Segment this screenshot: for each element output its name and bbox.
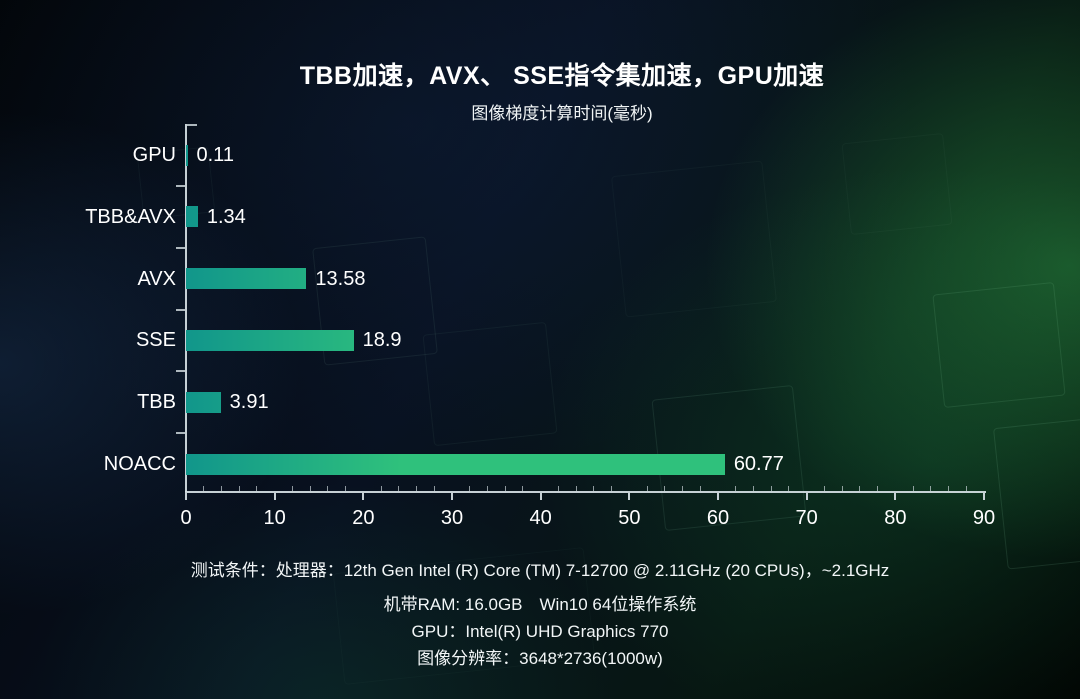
x-tick-minor xyxy=(788,486,790,491)
x-tick-minor xyxy=(646,486,648,491)
x-tick-minor xyxy=(699,486,701,491)
bar-gpu xyxy=(186,144,188,166)
y-tick-minor xyxy=(176,184,185,187)
x-tick-minor xyxy=(416,486,418,491)
footer-resolution: 图像分辨率：3648*2736(1000w) xyxy=(417,649,663,668)
footer-gpu: GPU：Intel(R) UHD Graphics 770 xyxy=(411,622,669,641)
x-tick-minor xyxy=(841,486,843,491)
x-tick-major xyxy=(717,493,719,500)
category-label-gpu: GPU xyxy=(132,144,176,166)
bar-tbb xyxy=(186,391,221,413)
x-tick-minor xyxy=(965,486,967,491)
x-tick-minor xyxy=(220,486,222,491)
x-tick-minor xyxy=(504,486,506,491)
x-tick-minor xyxy=(203,486,205,491)
x-tick-minor xyxy=(752,486,754,491)
x-tick-label: 10 xyxy=(263,507,286,529)
y-tick-minor xyxy=(176,432,185,435)
value-label-gpu: 0.11 xyxy=(196,144,234,166)
x-tick-minor xyxy=(380,486,382,491)
x-tick-major xyxy=(362,493,365,500)
value-label-noacc: 60.77 xyxy=(733,453,784,475)
y-axis xyxy=(185,124,187,492)
x-tick-minor xyxy=(256,486,258,491)
x-tick-minor xyxy=(593,486,595,491)
category-label-tbb: TBB xyxy=(137,391,176,414)
chart-subtitle: 图像梯度计算时间(毫秒) xyxy=(471,104,653,123)
x-tick-minor xyxy=(486,486,488,491)
x-tick-major xyxy=(894,493,897,500)
x-tick-major xyxy=(539,493,542,500)
category-label-noacc: NOACC xyxy=(103,453,176,475)
x-tick-minor xyxy=(912,486,914,491)
x-tick-label: 30 xyxy=(440,507,464,529)
x-tick-minor xyxy=(557,486,559,491)
x-tick-minor xyxy=(664,486,666,491)
x-tick-major xyxy=(185,493,187,500)
value-label-tbb-avx: 1.34 xyxy=(206,205,246,228)
x-tick-minor xyxy=(877,486,879,491)
x-tick-minor xyxy=(327,486,329,491)
x-tick-major xyxy=(805,493,808,500)
x-tick-major xyxy=(451,493,453,500)
x-tick-label: 60 xyxy=(706,507,730,529)
x-tick-label: 40 xyxy=(529,507,552,529)
category-label-tbb-avx: TBB&AVX xyxy=(85,205,176,228)
bar-avx xyxy=(186,268,307,290)
x-tick-minor xyxy=(522,486,524,491)
chart-title: TBB加速，AVX、 SSE指令集加速，GPU加速 xyxy=(299,62,825,90)
x-tick-minor xyxy=(238,486,240,491)
y-tick-minor xyxy=(176,246,185,249)
x-tick-major xyxy=(273,493,276,500)
x-tick-minor xyxy=(735,486,737,491)
bar-noacc xyxy=(186,453,725,475)
footer-test-conditions: 测试条件：处理器：12th Gen Intel (R) Core (TM) 7-… xyxy=(190,561,890,580)
x-tick-minor xyxy=(823,486,825,491)
value-label-avx: 13.58 xyxy=(315,267,366,290)
x-tick-minor xyxy=(575,486,577,491)
y-tick-minor xyxy=(176,308,185,311)
bar-sse xyxy=(186,329,354,351)
x-tick-minor xyxy=(309,486,311,491)
x-tick-label: 90 xyxy=(972,507,996,529)
x-tick-minor xyxy=(469,486,471,491)
y-axis-top-tick xyxy=(187,124,197,126)
x-tick-minor xyxy=(291,486,293,491)
x-tick-minor xyxy=(859,486,861,491)
x-tick-label: 50 xyxy=(618,507,641,529)
bar-tbb-avx xyxy=(186,206,198,228)
value-label-tbb: 3.91 xyxy=(229,391,269,414)
x-tick-minor xyxy=(948,486,950,491)
x-tick-label: 70 xyxy=(795,507,818,529)
x-tick-minor xyxy=(433,486,435,491)
y-tick-minor xyxy=(176,370,185,373)
category-label-avx: AVX xyxy=(137,267,176,290)
x-tick-label: 0 xyxy=(180,507,192,529)
x-tick-major xyxy=(983,493,985,500)
footer-ram-os: 机带RAM: 16.0GB Win10 64位操作系统 xyxy=(383,595,697,614)
x-tick-minor xyxy=(682,486,684,491)
x-tick-label: 80 xyxy=(884,507,907,529)
category-label-sse: SSE xyxy=(135,329,176,352)
x-axis xyxy=(185,491,986,493)
x-tick-minor xyxy=(930,486,932,491)
x-tick-minor xyxy=(398,486,400,491)
x-tick-label: 20 xyxy=(352,507,375,529)
x-tick-major xyxy=(628,493,631,500)
x-tick-minor xyxy=(345,486,347,491)
x-tick-minor xyxy=(770,486,772,491)
value-label-sse: 18.9 xyxy=(362,329,402,352)
x-tick-minor xyxy=(611,486,613,491)
